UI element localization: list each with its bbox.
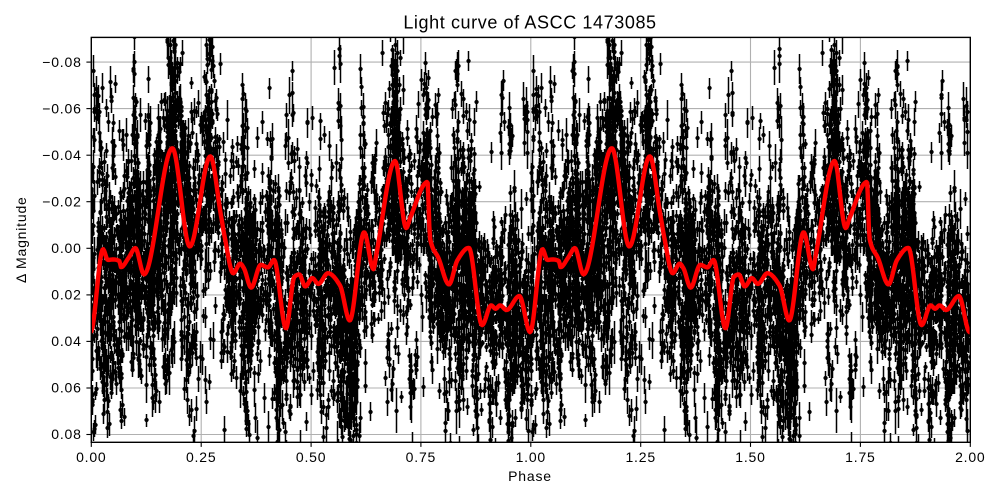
svg-text:−0.02: −0.02 xyxy=(42,193,81,209)
svg-text:0.25: 0.25 xyxy=(186,449,216,465)
svg-text:−0.06: −0.06 xyxy=(42,100,81,116)
svg-text:2.00: 2.00 xyxy=(955,449,985,465)
svg-text:1.00: 1.00 xyxy=(516,449,546,465)
svg-text:1.25: 1.25 xyxy=(625,449,655,465)
svg-text:0.00: 0.00 xyxy=(51,240,81,256)
svg-text:0.75: 0.75 xyxy=(406,449,436,465)
svg-text:Phase: Phase xyxy=(508,468,552,484)
svg-text:−0.04: −0.04 xyxy=(42,147,81,163)
svg-text:1.50: 1.50 xyxy=(735,449,765,465)
svg-text:−0.08: −0.08 xyxy=(42,54,81,70)
svg-text:0.50: 0.50 xyxy=(296,449,326,465)
svg-text:0.02: 0.02 xyxy=(51,287,81,303)
svg-text:0.00: 0.00 xyxy=(76,449,106,465)
svg-text:0.08: 0.08 xyxy=(51,426,81,442)
svg-text:0.04: 0.04 xyxy=(51,333,81,349)
svg-text:0.06: 0.06 xyxy=(51,380,81,396)
svg-text:1.75: 1.75 xyxy=(845,449,875,465)
svg-text:Light curve of ASCC 1473085: Light curve of ASCC 1473085 xyxy=(403,12,656,32)
svg-text:Δ Magnitude: Δ Magnitude xyxy=(13,196,29,283)
